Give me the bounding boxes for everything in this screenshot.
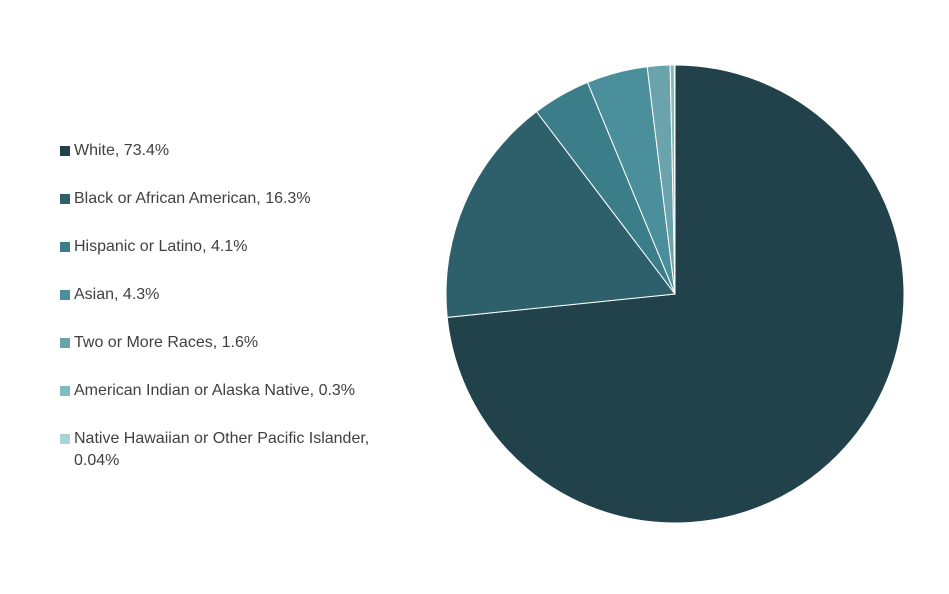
legend-label: Two or More Races, 1.6% [74, 334, 259, 351]
legend-label: Asian, 4.3% [74, 286, 160, 303]
legend-swatch [60, 386, 70, 396]
legend-item: White, 73.4% [60, 140, 400, 188]
legend-swatch [60, 434, 70, 444]
legend-item: Black or African American, 16.3% [60, 188, 400, 236]
legend-item: Two or More Races, 1.6% [60, 332, 400, 380]
legend-label: Black or African American, 16.3% [74, 190, 311, 207]
legend-item: American Indian or Alaska Native, 0.3% [60, 380, 400, 428]
legend-swatch [60, 146, 70, 156]
pie-slice [445, 110, 676, 318]
legend-swatch [60, 290, 70, 300]
legend-item: Native Hawaiian or Other Pacific Islande… [60, 428, 400, 476]
legend-item: Asian, 4.3% [60, 284, 400, 332]
legend-swatch [60, 338, 70, 348]
pie-slice [673, 64, 676, 295]
legend-label: White, 73.4% [74, 142, 170, 159]
legend-label: American Indian or Alaska Native, 0.3% [74, 382, 356, 399]
legend-swatch [60, 242, 70, 252]
legend-label: Native Hawaiian or Other Pacific Islande… [74, 430, 370, 469]
legend-label: Hispanic or Latino, 4.1% [74, 238, 248, 255]
legend-item: Hispanic or Latino, 4.1% [60, 236, 400, 284]
legend: White, 73.4% Black or African American, 1… [60, 140, 400, 476]
legend-swatch [60, 194, 70, 204]
